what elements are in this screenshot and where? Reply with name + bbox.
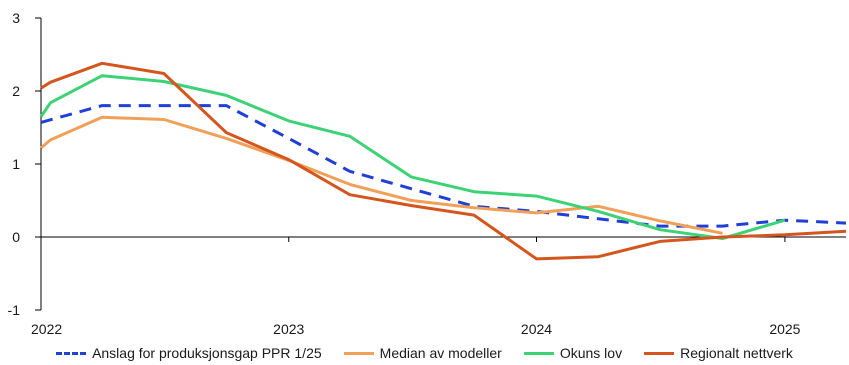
series-3: [40, 61, 847, 261]
x-tick-label: 2025: [769, 321, 800, 337]
legend-label-anslag: Anslag for produksjonsgap PPR 1/25: [92, 345, 322, 361]
y-tick-label: 2: [12, 83, 20, 99]
legend-item-median: Median av modeller: [343, 345, 502, 361]
series-line: [39, 74, 786, 240]
y-tick-label: 1: [12, 156, 20, 172]
legend-swatch-median: [343, 351, 374, 355]
legend: Anslag for produksjonsgap PPR 1/25 Media…: [0, 342, 849, 364]
legend-label-okun: Okuns lov: [559, 345, 623, 361]
series-layer: [39, 61, 847, 261]
series-1: [40, 115, 723, 235]
legend-swatch-anslag: [56, 351, 87, 355]
tick-labels: 3 2 1 0 -1 2022 2023 2024 2025: [8, 10, 801, 337]
y-tick-label: -1: [8, 302, 21, 318]
series-line: [40, 115, 723, 235]
x-tick-label: 2024: [521, 321, 552, 337]
series-line: [40, 104, 847, 228]
legend-item-anslag: Anslag for produksjonsgap PPR 1/25: [56, 345, 322, 361]
legend-item-regional: Regionalt nettverk: [644, 345, 793, 361]
series-2: [39, 74, 786, 240]
series-0: [40, 104, 847, 228]
legend-label-regional: Regionalt nettverk: [680, 345, 793, 361]
axes: [35, 17, 846, 311]
legend-swatch-okun: [523, 351, 554, 355]
y-tick-label: 0: [12, 229, 20, 245]
legend-label-median: Median av modeller: [379, 345, 502, 361]
series-line: [40, 61, 847, 261]
y-tick-label: 3: [12, 10, 20, 26]
x-tick-label: 2022: [31, 321, 62, 337]
legend-item-okun: Okuns lov: [523, 345, 623, 361]
legend-swatch-regional: [644, 351, 675, 355]
x-tick-label: 2023: [273, 321, 304, 337]
